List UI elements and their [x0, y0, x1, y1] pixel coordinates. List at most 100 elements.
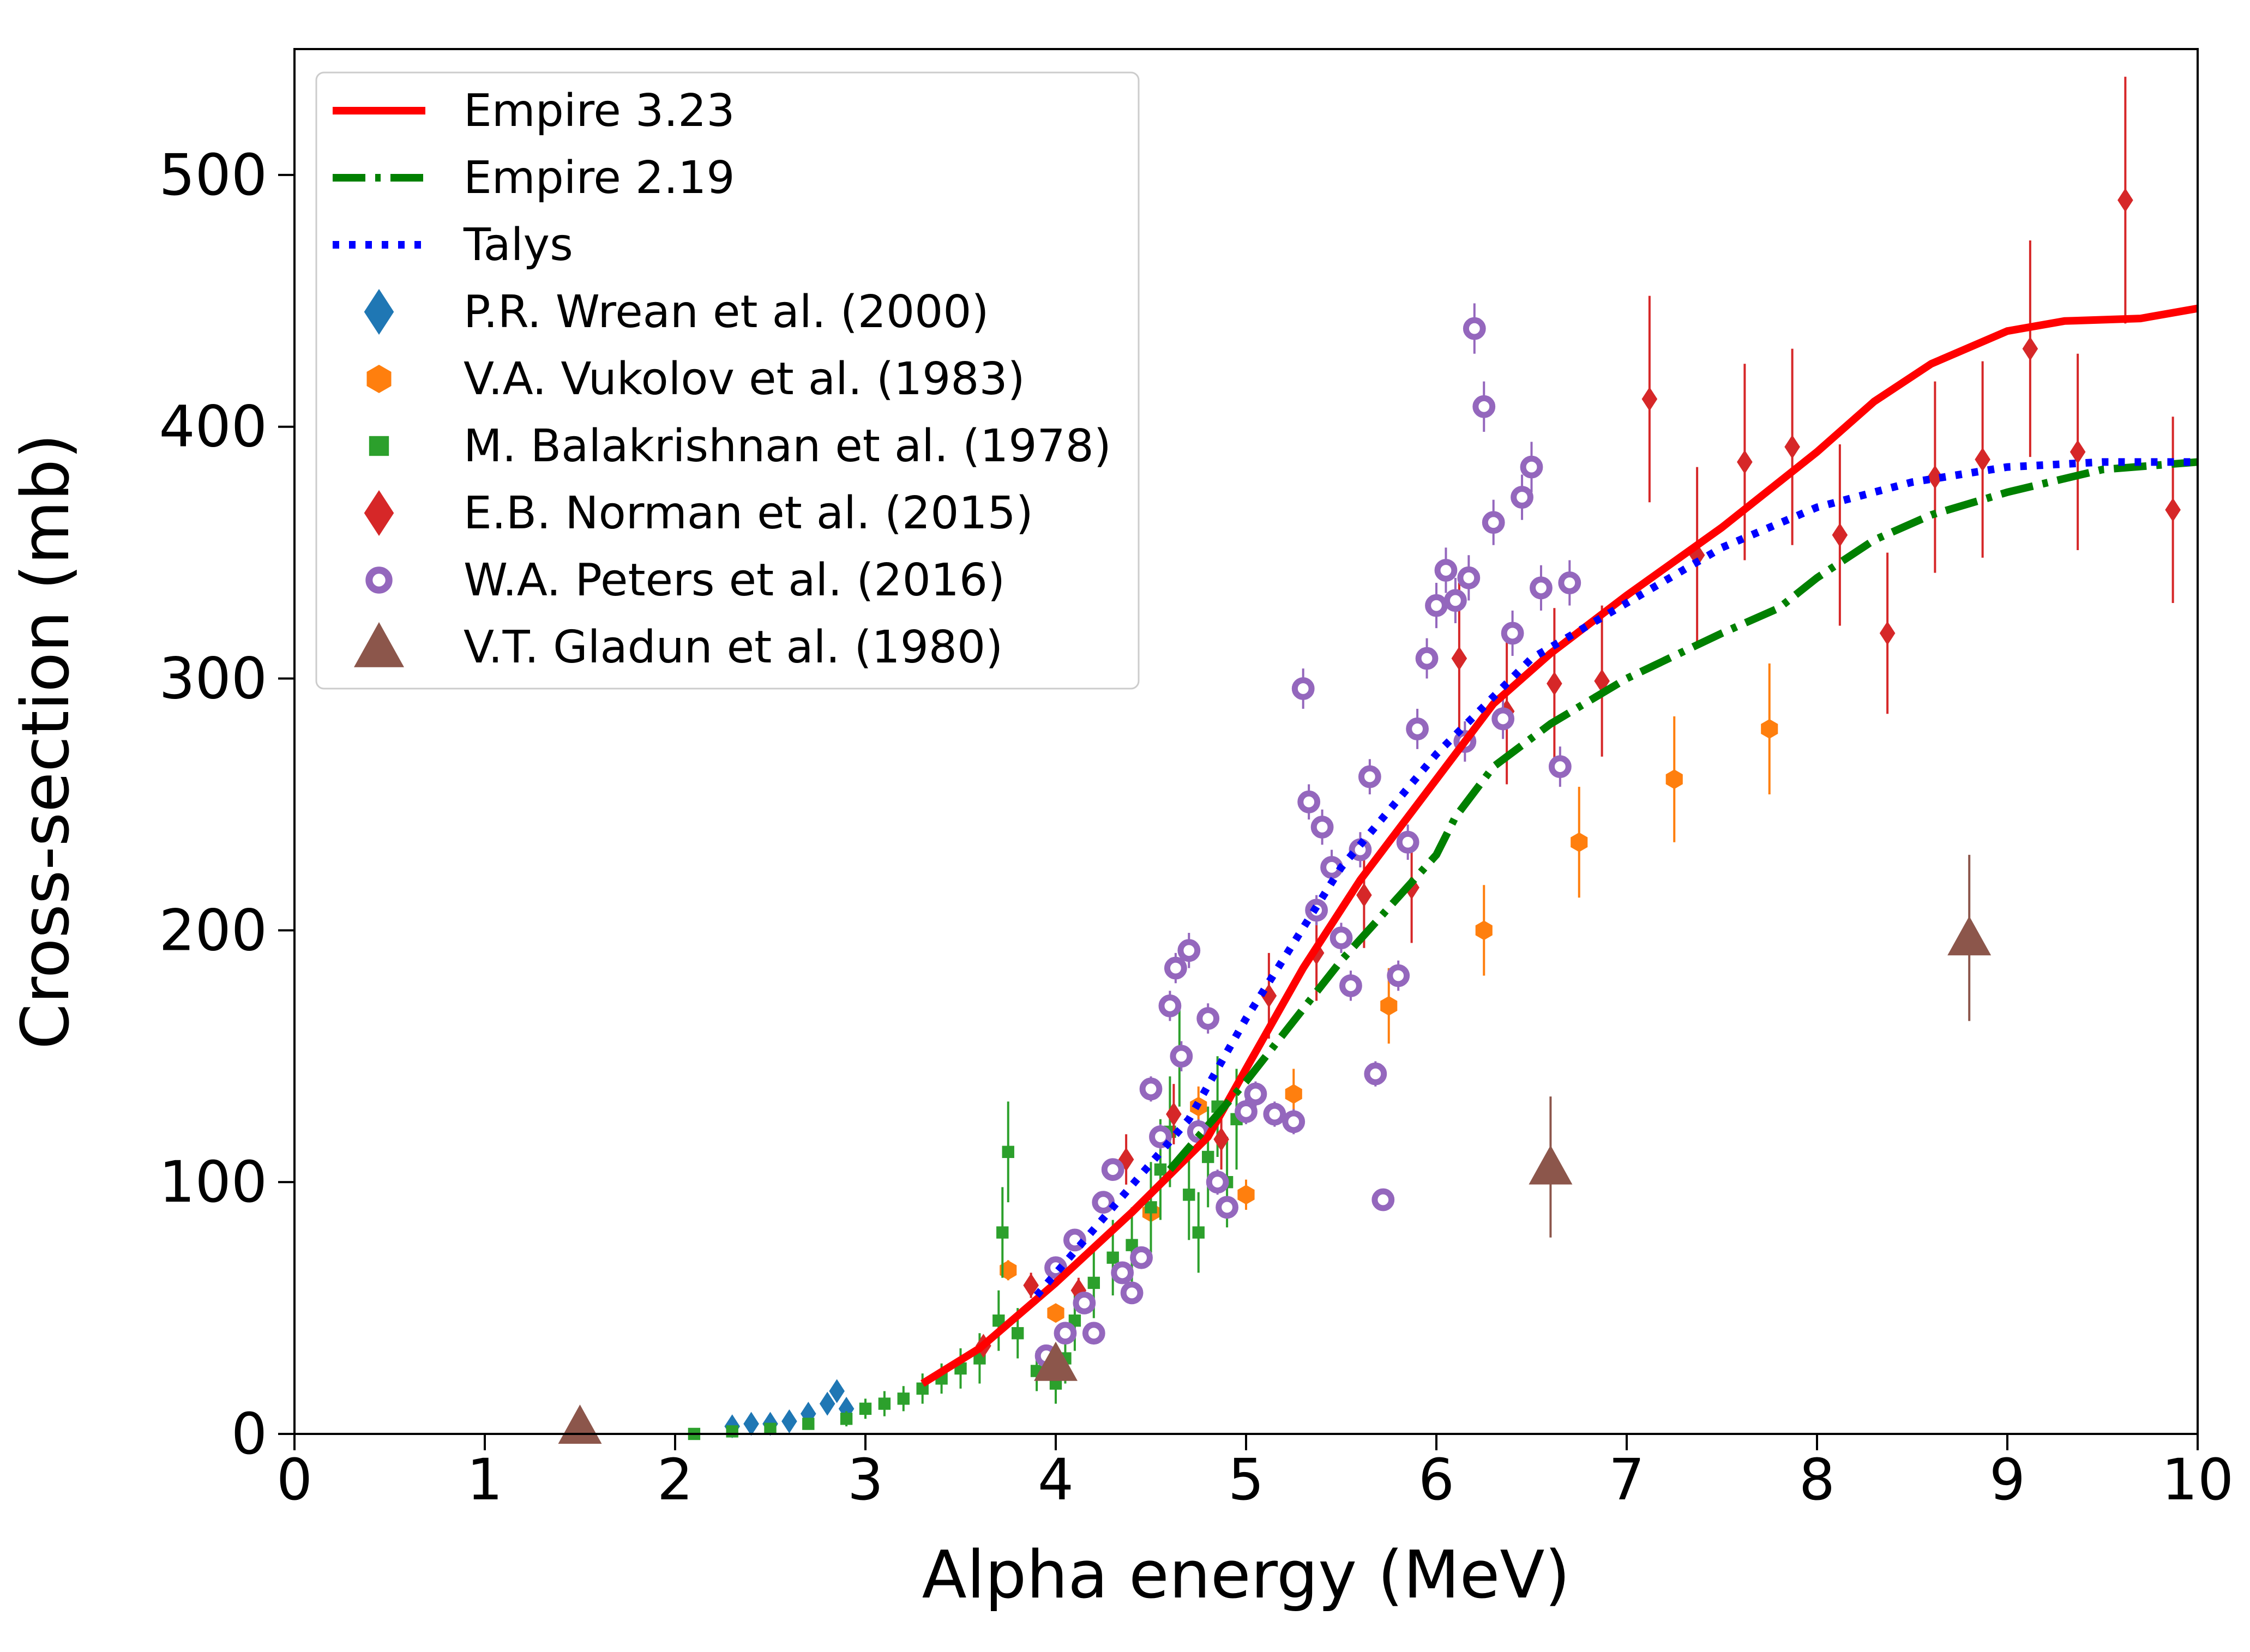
data-point [1482, 511, 1505, 534]
y-tick-label: 100 [159, 1149, 267, 1215]
data-point [369, 436, 389, 456]
data-point [1457, 566, 1481, 589]
data-point [1000, 1260, 1017, 1280]
data-point [1092, 1191, 1115, 1214]
data-point [1451, 646, 1467, 671]
data-point [764, 1422, 777, 1435]
data-point [1002, 1145, 1014, 1158]
x-tick-label: 10 [2162, 1446, 2234, 1513]
legend-label: Empire 2.19 [464, 152, 735, 204]
data-point [1154, 1163, 1167, 1176]
data-point [897, 1392, 910, 1405]
data-point [1139, 1077, 1163, 1101]
legend-label: E.B. Norman et al. (2015) [464, 487, 1033, 539]
data-point [1047, 1303, 1064, 1323]
data-point [1166, 1102, 1182, 1126]
legend-label: V.T. Gladun et al. (1980) [464, 622, 1003, 673]
data-point [1975, 447, 1990, 472]
data-point [726, 1425, 738, 1438]
data-point [1425, 594, 1448, 617]
series-line-1 [1167, 458, 2198, 1172]
data-point [878, 1397, 891, 1410]
data-point [1285, 1084, 1302, 1104]
data-point [1406, 718, 1429, 740]
data-point [1170, 1045, 1193, 1068]
data-point [743, 1412, 759, 1436]
data-point [1023, 1273, 1039, 1298]
x-tick-label: 9 [1989, 1446, 2025, 1513]
data-point [365, 566, 393, 594]
data-point [1339, 974, 1362, 997]
y-tick-label: 400 [159, 394, 267, 460]
x-tick-label: 5 [1228, 1446, 1264, 1513]
x-tick-label: 7 [1609, 1446, 1645, 1513]
data-point [1641, 387, 1658, 411]
data-point [1235, 1100, 1258, 1123]
data-point [1371, 1188, 1395, 1211]
data-point [1106, 1251, 1119, 1264]
data-point [1237, 1185, 1255, 1205]
y-axis-label: Cross-section (mb) [8, 433, 84, 1049]
data-point [1082, 1322, 1105, 1345]
data-point [354, 622, 404, 667]
x-tick-label: 4 [1038, 1446, 1074, 1513]
y-tick-label: 0 [231, 1401, 267, 1467]
data-point [1291, 677, 1315, 700]
data-point [1947, 916, 1992, 956]
data-point [1434, 559, 1458, 582]
data-point [1216, 1196, 1239, 1219]
legend-label: M. Balakrishnan et al. (1978) [464, 420, 1111, 472]
data-point [1529, 1145, 1573, 1185]
data-point [819, 1391, 835, 1416]
data-point [1183, 1189, 1195, 1201]
series-line-0 [921, 304, 2199, 1387]
data-point [364, 289, 394, 335]
data-point [1263, 1102, 1286, 1126]
data-point [1073, 1291, 1096, 1315]
data-point [1571, 832, 1588, 852]
x-tick-label: 8 [1799, 1446, 1835, 1513]
legend-label: V.A. Vukolov et al. (1983) [464, 353, 1025, 405]
legend-box [315, 71, 1140, 690]
data-point [1444, 589, 1467, 612]
data-point [1558, 571, 1581, 594]
data-point [1415, 647, 1439, 670]
data-point [2022, 336, 2038, 361]
data-point [1101, 1158, 1124, 1181]
data-point [1034, 1341, 1078, 1381]
data-point [1358, 765, 1381, 788]
data-point [781, 1409, 797, 1433]
data-point [1310, 816, 1334, 839]
data-point [1282, 1110, 1306, 1134]
data-point [1737, 450, 1753, 474]
data-point [1530, 576, 1553, 600]
data-point [1111, 1261, 1134, 1285]
data-point [840, 1413, 853, 1425]
data-point [1329, 926, 1353, 950]
series-4 [1034, 303, 1581, 1367]
data-point [1491, 707, 1515, 731]
legend: Empire 3.23 Empire 2.19 Talys P.R. Wrean et… [315, 71, 1140, 690]
data-point [829, 1379, 845, 1403]
data-point [1244, 1082, 1267, 1106]
y-tick-label: 300 [159, 646, 267, 712]
data-point [992, 1314, 1005, 1327]
data-point [1927, 465, 1943, 490]
data-point [1396, 830, 1419, 854]
y-tick-label: 200 [159, 897, 267, 963]
x-tick-label: 3 [847, 1446, 883, 1513]
x-tick-label: 2 [657, 1446, 693, 1513]
data-point [1761, 719, 1778, 739]
data-point [1364, 1062, 1387, 1086]
data-point [1206, 1171, 1229, 1194]
data-point [1068, 1314, 1081, 1327]
data-point [1087, 1276, 1100, 1289]
data-point [1463, 317, 1486, 340]
data-point [2069, 439, 2086, 464]
legend-label: Talys [463, 219, 573, 271]
data-point [1054, 1322, 1077, 1345]
data-point [1520, 455, 1543, 479]
data-point [1012, 1327, 1024, 1340]
